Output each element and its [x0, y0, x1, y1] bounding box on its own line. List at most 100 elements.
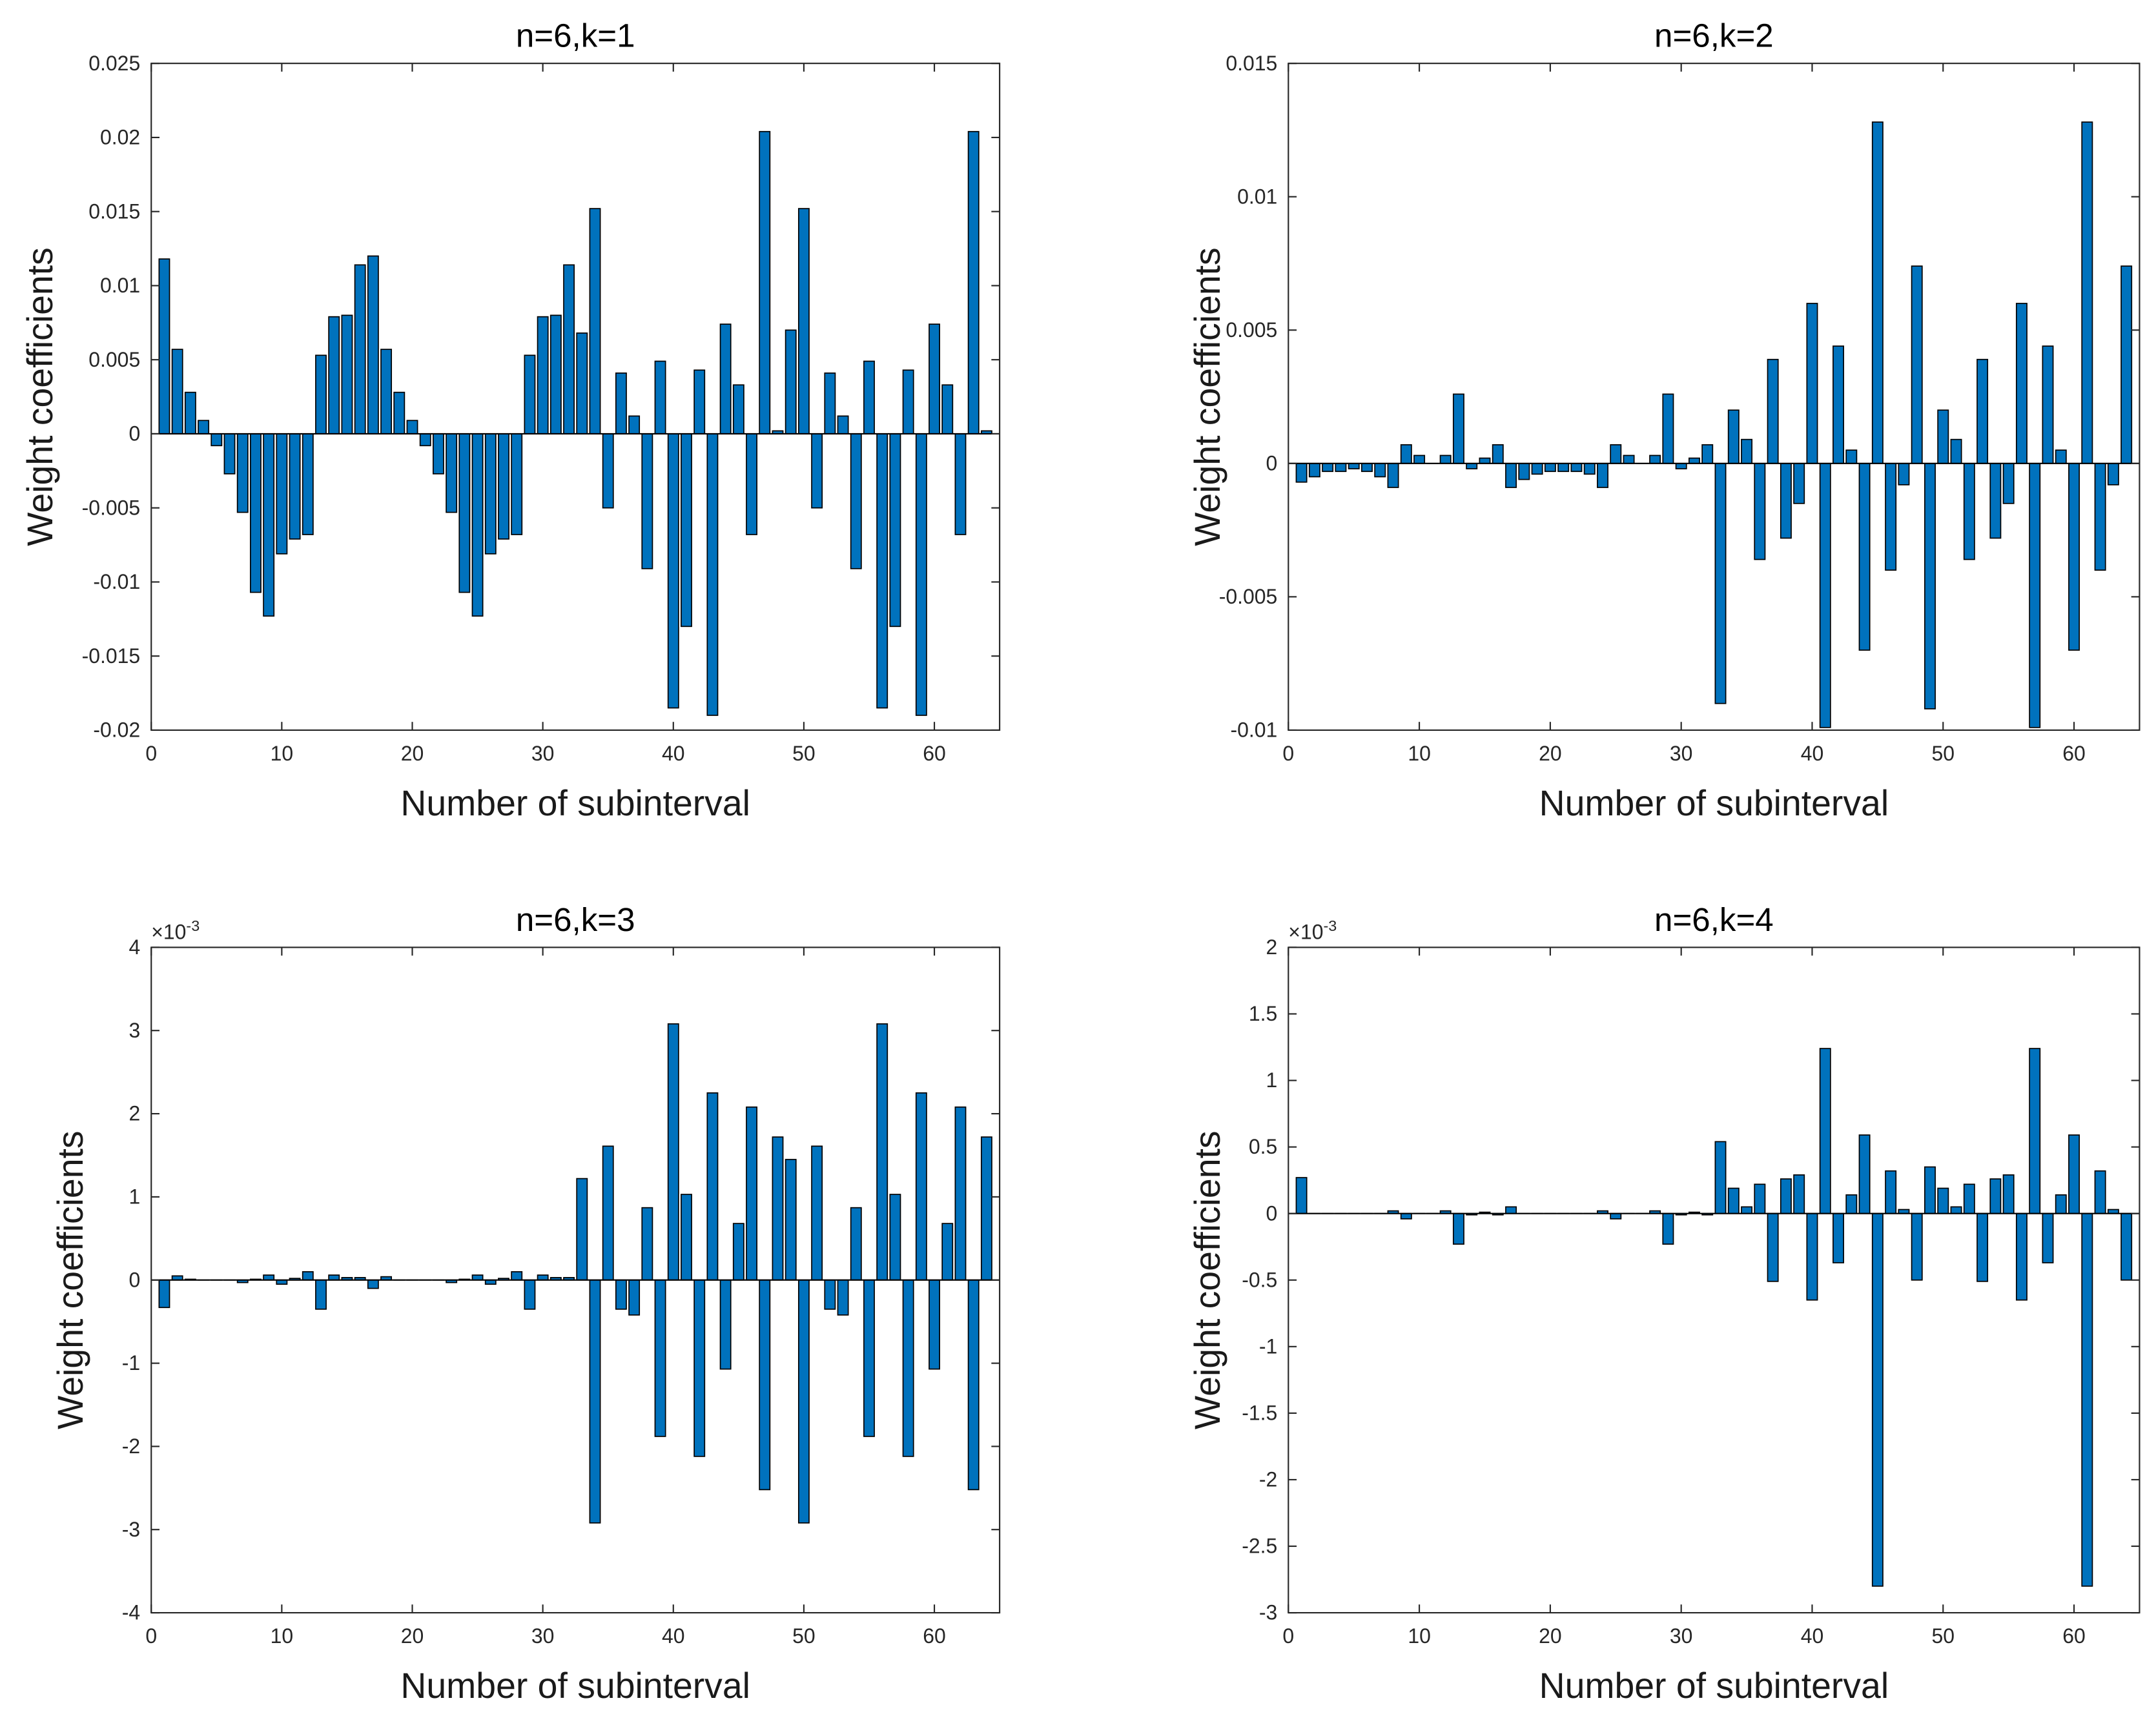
subplot: -0.01 -0.005 0 0.005 0.01 0.015 0 10 20 30 40 50 60 n…	[1187, 17, 2141, 823]
y-tick-label: -2.5	[1242, 1535, 1277, 1558]
bar	[929, 323, 940, 434]
x-tick-label: 0	[145, 1624, 157, 1648]
bar	[628, 415, 641, 434]
bar	[902, 369, 914, 434]
y-tick-label: 0	[128, 422, 140, 445]
bar	[1833, 345, 1844, 464]
bar	[746, 1106, 758, 1281]
bar	[2081, 121, 2093, 464]
y-axis-label: Weight coefficients	[1187, 1130, 1227, 1429]
bar	[1858, 462, 1871, 651]
bar	[954, 1106, 967, 1281]
bar	[1976, 1212, 1989, 1282]
y-tick-label: 0.015	[1226, 52, 1277, 75]
x-tick-label: 10	[271, 1624, 294, 1648]
bar	[954, 433, 967, 535]
y-tick-label: 2	[128, 1102, 140, 1125]
bar	[811, 1145, 823, 1281]
bar	[1439, 455, 1452, 464]
bar	[1950, 1206, 1962, 1214]
y-tick-label: -1	[122, 1351, 140, 1374]
bar	[276, 433, 288, 555]
bar	[210, 433, 223, 447]
subplot: -0.02 -0.015 -0.01 -0.005 0 0.005 0.01 0.015 0.0…	[20, 17, 1001, 823]
bar	[2055, 449, 2067, 464]
bar	[158, 258, 170, 434]
bar	[889, 433, 901, 628]
bar	[1610, 1212, 1622, 1220]
bar	[1989, 462, 2002, 539]
bar	[681, 433, 692, 628]
bar	[589, 208, 601, 434]
bar	[1583, 462, 1596, 475]
bar	[797, 1279, 810, 1524]
bar	[772, 1136, 784, 1281]
bar	[184, 391, 196, 434]
y-tick-label: 1	[128, 1185, 140, 1209]
bar	[223, 433, 236, 475]
x-tick-label: 20	[401, 742, 424, 765]
bar	[1544, 462, 1556, 473]
x-tick-label: 40	[662, 742, 685, 765]
bar	[1361, 462, 1373, 473]
bar	[1898, 462, 1910, 485]
bar	[1452, 1212, 1464, 1245]
x-tick-label: 10	[1408, 742, 1431, 765]
x-tick-label: 60	[2062, 742, 2086, 765]
bar	[1885, 1170, 1897, 1214]
bar	[876, 433, 888, 709]
x-tick-label: 30	[531, 1624, 555, 1648]
bar	[549, 314, 562, 434]
plot-area	[1288, 947, 2140, 1613]
axes-box	[150, 63, 1001, 731]
bar	[915, 433, 927, 716]
x-tick-label: 60	[2062, 1624, 2086, 1648]
bar	[1780, 1178, 1792, 1214]
bar	[498, 433, 509, 540]
bar	[484, 433, 497, 555]
bar	[1623, 455, 1635, 464]
multiplier-base: ×10	[1288, 921, 1323, 944]
y-tick-label: -2	[122, 1435, 140, 1458]
bar	[1806, 1212, 1818, 1301]
bar	[1492, 444, 1504, 464]
bar	[1597, 462, 1608, 488]
bar	[1400, 1212, 1412, 1220]
bar	[1662, 1212, 1674, 1245]
chart-title: n=6,k=2	[1654, 17, 1774, 54]
bar	[367, 1279, 379, 1289]
bar	[524, 1279, 536, 1310]
bar	[759, 130, 771, 434]
bar	[1518, 462, 1530, 480]
axes-box	[1288, 63, 2141, 731]
bar	[1793, 1174, 1805, 1214]
y-tick-label: -0.02	[93, 719, 140, 742]
bar	[641, 433, 653, 569]
bar	[263, 1274, 275, 1281]
bar	[1505, 1206, 1517, 1214]
y-axis-label: Weight coefficients	[1187, 247, 1227, 546]
bar	[1400, 444, 1412, 464]
bar	[2042, 345, 2054, 464]
bar	[837, 415, 849, 434]
y-tick-label: 0.5	[1249, 1135, 1277, 1158]
bar	[889, 1194, 901, 1281]
bar	[797, 208, 810, 434]
bar	[1452, 393, 1464, 464]
bar	[315, 1279, 327, 1310]
bar	[1688, 457, 1700, 464]
bar	[302, 433, 314, 535]
bar	[236, 433, 249, 513]
bar	[263, 433, 275, 617]
bar	[641, 1207, 653, 1281]
bar	[1963, 1183, 1975, 1214]
bar	[1662, 393, 1674, 464]
x-tick-label: 50	[792, 1624, 816, 1648]
bar	[654, 1279, 666, 1437]
bar	[171, 349, 183, 434]
x-tick-label: 10	[271, 742, 294, 765]
x-axis-label: Number of subinterval	[1539, 1666, 1889, 1706]
chart-title: n=6,k=4	[1654, 901, 1774, 938]
